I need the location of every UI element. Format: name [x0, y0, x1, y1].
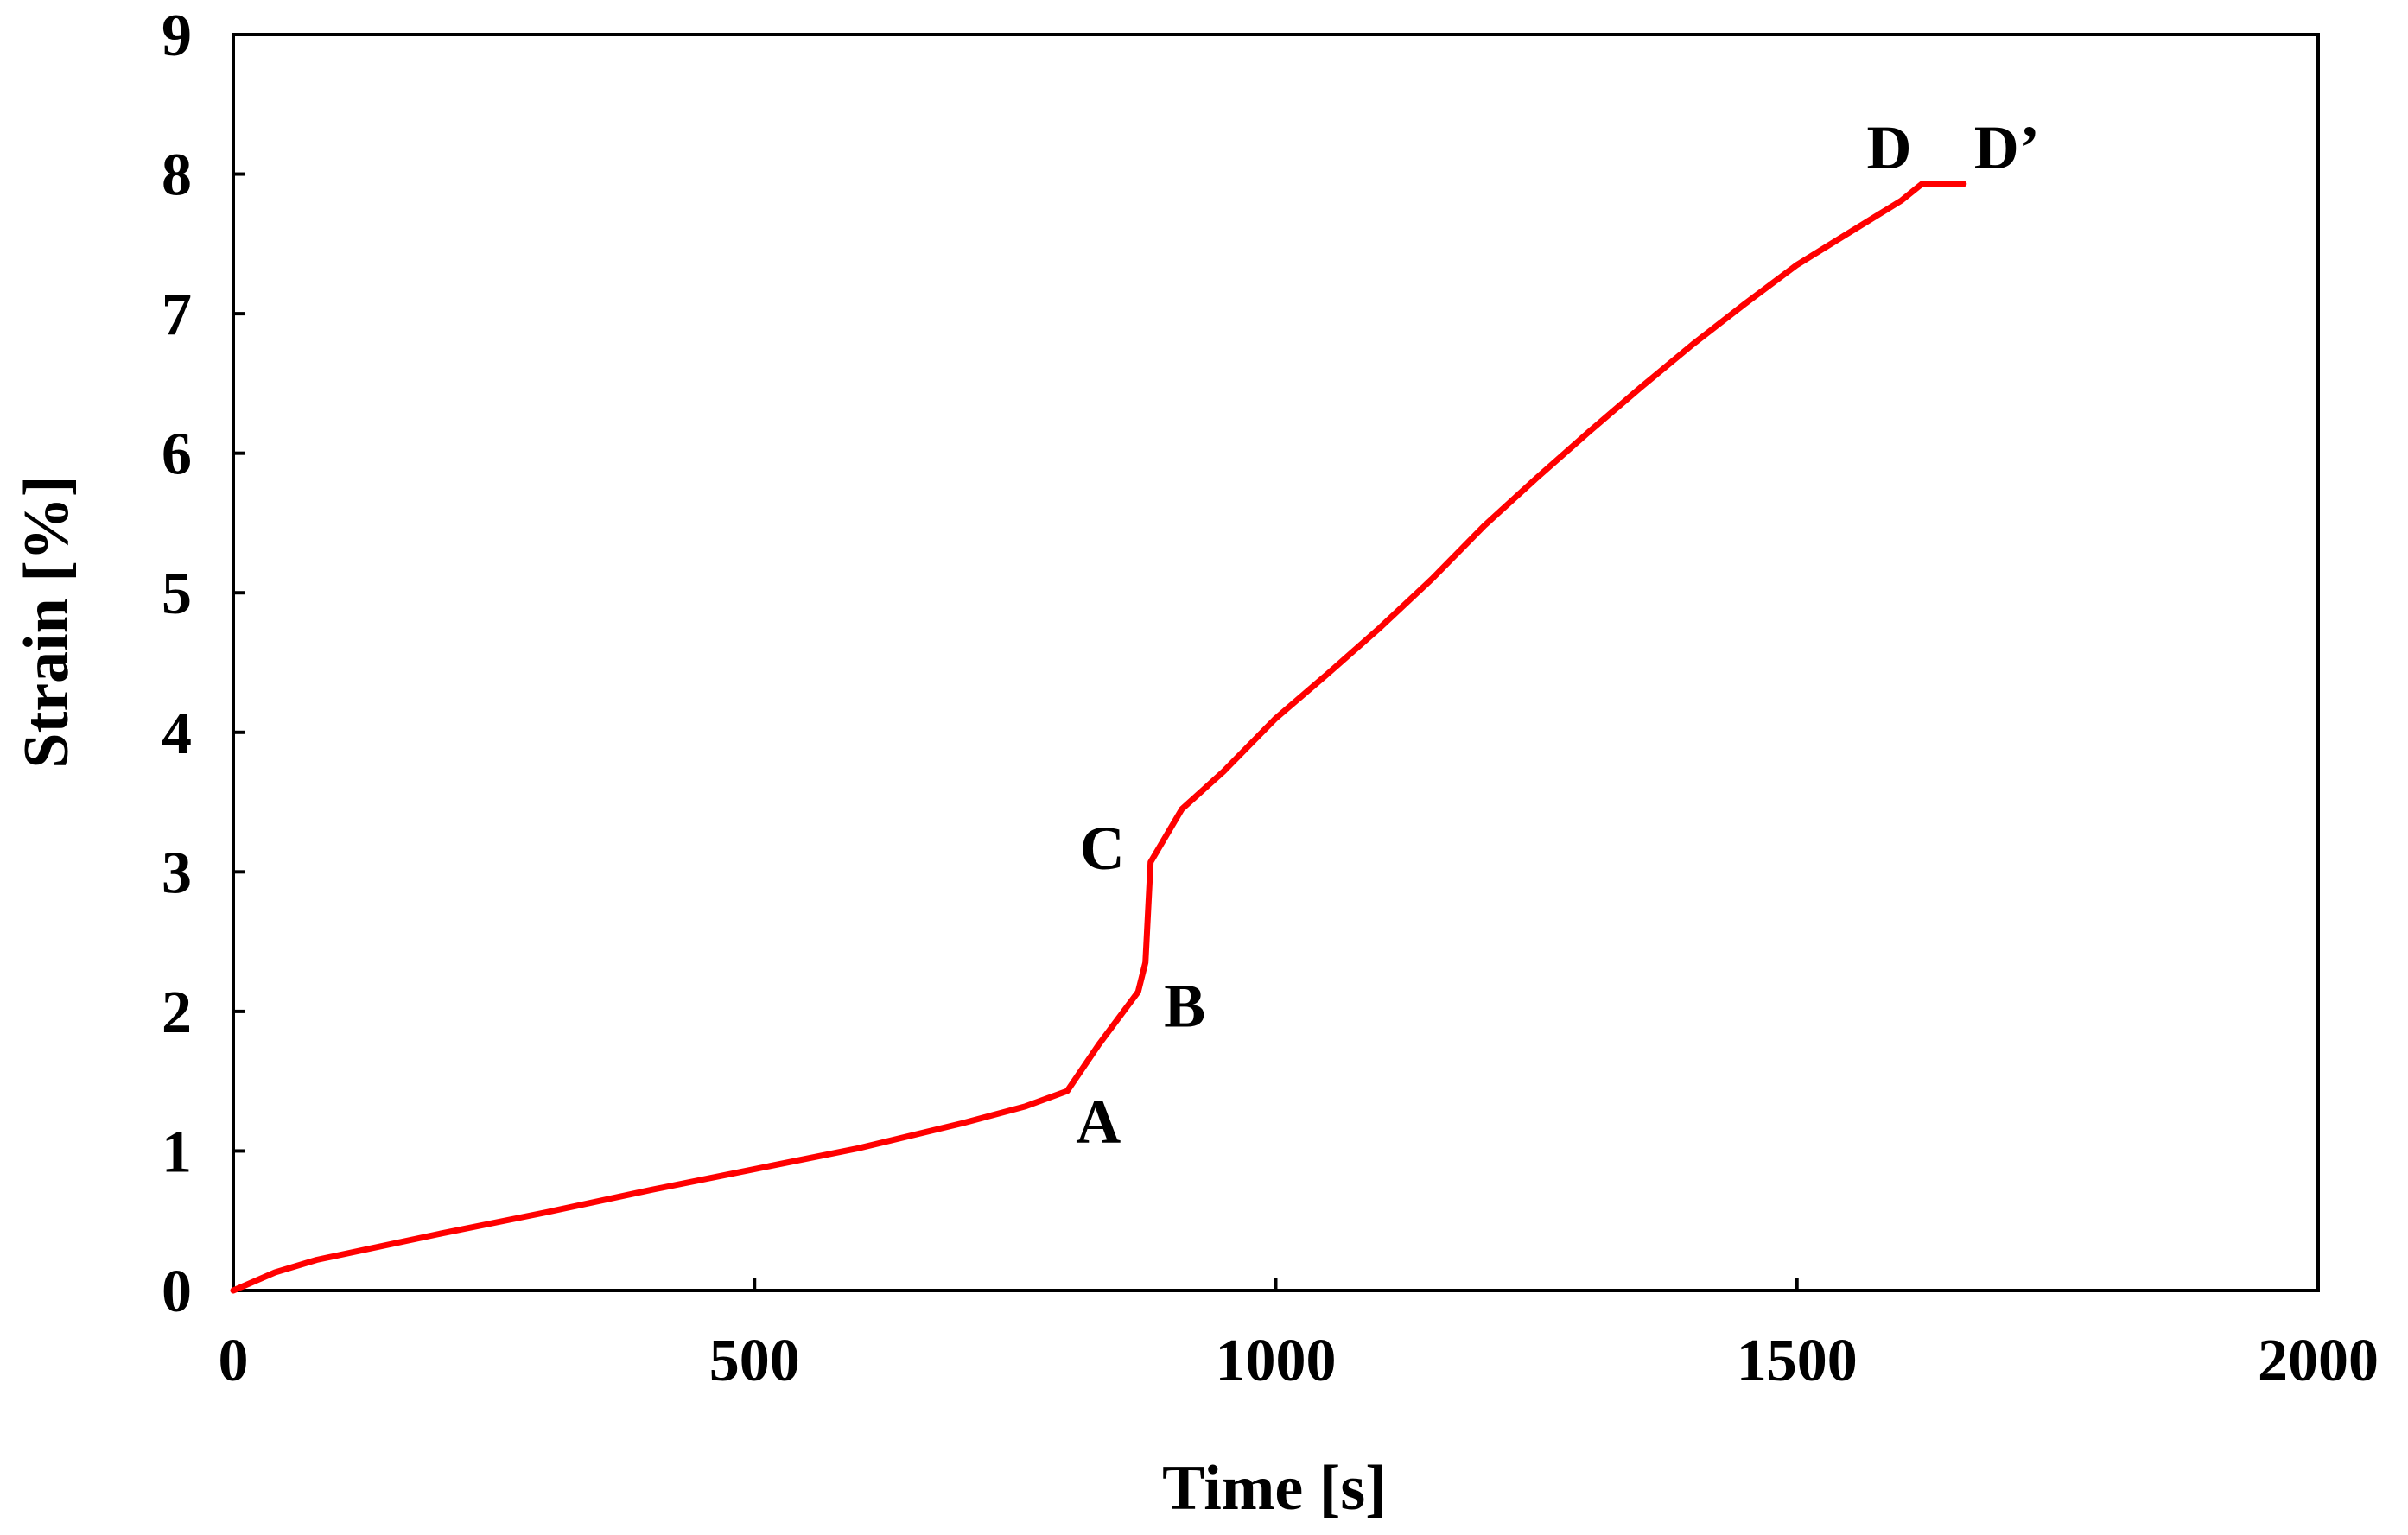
x-tick-label: 500: [709, 1328, 800, 1394]
x-axis-ticks: [232, 1278, 2320, 1291]
annotation-label: D’: [1974, 113, 2040, 182]
annotation-label: A: [1076, 1088, 1121, 1157]
y-tick-label: 6: [162, 422, 192, 488]
y-tick-label: 8: [162, 143, 192, 209]
x-tick-label: 1000: [1216, 1328, 1337, 1394]
point-annotations: AB C D D’: [1076, 113, 2040, 1157]
y-tick-label: 1: [162, 1119, 192, 1185]
x-axis-tick-labels: 0 500 1000 1500 2000: [219, 1328, 2379, 1394]
annotation-label: D: [1867, 113, 1912, 182]
x-tick-label: 1500: [1737, 1328, 1858, 1394]
y-axis-ticks: [233, 33, 245, 1292]
y-tick-label: 2: [162, 980, 192, 1046]
y-tick-label: 7: [162, 282, 192, 348]
y-tick-label: 9: [162, 3, 192, 69]
strain-series-line: [230, 181, 1967, 1294]
annotation-label: C: [1080, 814, 1125, 883]
x-axis-title: Time [s]: [1162, 1453, 1387, 1524]
x-tick-label: 2000: [2258, 1328, 2379, 1394]
plot-area-frame: [232, 33, 2320, 1292]
y-tick-label: 4: [162, 701, 192, 767]
y-axis-tick-labels: 0 1 2 3 4 5 6 7 8 9: [162, 3, 192, 1325]
y-tick-label: 3: [162, 840, 192, 906]
y-tick-label: 0: [162, 1259, 192, 1325]
annotation-label: B: [1164, 971, 1205, 1040]
x-tick-label: 0: [219, 1328, 249, 1394]
y-tick-label: 5: [162, 561, 192, 627]
y-axis-title: Strain [%]: [11, 475, 82, 768]
